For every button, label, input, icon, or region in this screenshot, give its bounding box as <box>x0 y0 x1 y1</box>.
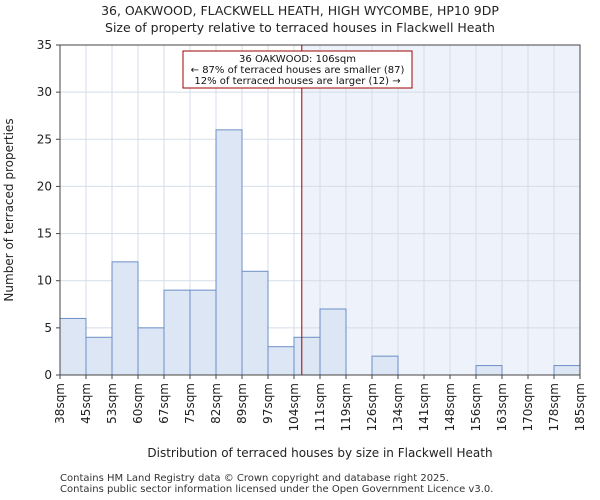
x-tick-label-111sqm: 111sqm <box>313 383 327 431</box>
annotation-line-2: ← 87% of terraced houses are smaller (87… <box>191 65 405 76</box>
y-axis-label: Number of terraced properties <box>2 118 16 301</box>
x-tick-label-141sqm: 141sqm <box>417 383 431 431</box>
y-axis-ticks: 0 5 10 15 20 25 30 35 <box>37 38 60 382</box>
bars <box>59 129 581 376</box>
bar-38sqm <box>59 317 87 376</box>
annotation-line-1: 36 OAKWOOD: 106sqm <box>239 54 356 65</box>
y-tick-label-20: 20 <box>37 179 52 193</box>
bar-104sqm <box>293 336 321 376</box>
x-tick-label-67sqm: 67sqm <box>157 383 171 424</box>
x-tick-label-38sqm: 38sqm <box>53 383 67 424</box>
x-tick-label-126sqm: 126sqm <box>365 383 379 431</box>
bar-82sqm <box>215 129 243 376</box>
y-tick-label-30: 30 <box>37 85 52 99</box>
y-tick-label-5: 5 <box>44 321 52 335</box>
bar-111sqm <box>319 308 347 376</box>
x-axis-ticks: 38sqm 45sqm 53sqm 60sqm 67sqm 75sqm 82sqm 89sqm… <box>53 375 587 431</box>
x-tick-label-134sqm: 134sqm <box>391 383 405 431</box>
marker-annotation: 36 OAKWOOD: 106sqm ← 87% of terraced hou… <box>182 50 413 89</box>
x-tick-label-97sqm: 97sqm <box>261 383 275 424</box>
bar-67sqm <box>163 289 191 376</box>
bar-89sqm <box>241 270 269 376</box>
bar-178sqm <box>553 365 581 376</box>
bar-60sqm <box>137 327 165 376</box>
bar-97sqm <box>267 346 295 376</box>
x-tick-label-148sqm: 148sqm <box>443 383 457 431</box>
x-tick-label-89sqm: 89sqm <box>235 383 249 424</box>
bar-75sqm <box>189 289 217 376</box>
chart-subtitle: Size of property relative to terraced ho… <box>105 20 495 35</box>
x-tick-label-170sqm: 170sqm <box>521 383 535 431</box>
bar-53sqm <box>111 261 139 376</box>
x-tick-label-60sqm: 60sqm <box>131 383 145 424</box>
annotation-line-3: 12% of terraced houses are larger (12) → <box>194 76 400 87</box>
x-tick-label-53sqm: 53sqm <box>105 383 119 424</box>
y-tick-label-10: 10 <box>37 274 52 288</box>
x-tick-label-75sqm: 75sqm <box>183 383 197 424</box>
footer-licence: Contains public sector information licen… <box>60 484 494 495</box>
x-axis-label: Distribution of terraced houses by size … <box>147 446 492 460</box>
y-tick-label-15: 15 <box>37 227 52 241</box>
x-tick-label-104sqm: 104sqm <box>287 383 301 431</box>
footer-copyright: Contains HM Land Registry data © Crown c… <box>60 473 449 484</box>
y-tick-label-35: 35 <box>37 38 52 52</box>
x-tick-label-82sqm: 82sqm <box>209 383 223 424</box>
larger-properties-region <box>301 45 580 375</box>
bar-126sqm <box>371 355 399 376</box>
y-tick-label-0: 0 <box>44 368 52 382</box>
bar-156sqm <box>475 365 503 376</box>
bar-45sqm <box>85 336 113 376</box>
annotation-box <box>182 50 413 89</box>
y-tick-label-25: 25 <box>37 132 52 146</box>
chart-title-line1: 36, OAKWOOD, FLACKWELL HEATH, HIGH WYCOM… <box>101 3 499 18</box>
x-tick-label-163sqm: 163sqm <box>495 383 509 431</box>
x-tick-label-45sqm: 45sqm <box>79 383 93 424</box>
x-tick-label-156sqm: 156sqm <box>469 383 483 431</box>
x-tick-label-119sqm: 119sqm <box>339 383 353 431</box>
x-tick-label-178sqm: 178sqm <box>547 383 561 431</box>
x-tick-label-185sqm: 185sqm <box>573 383 587 431</box>
